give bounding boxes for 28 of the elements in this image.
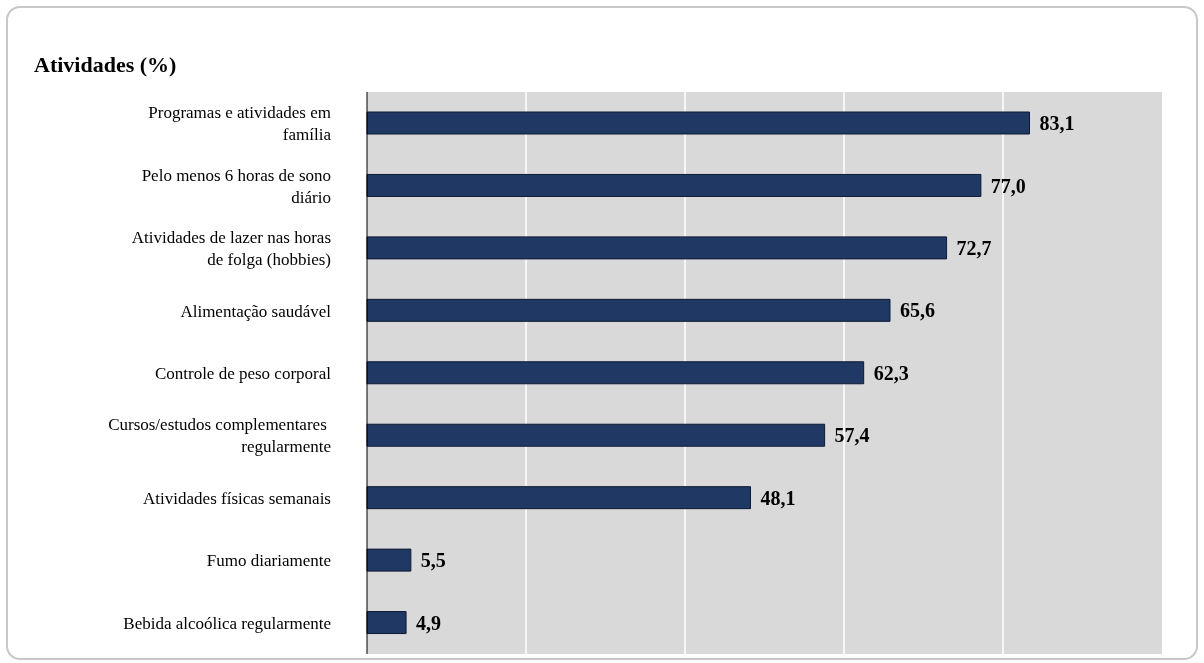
bar xyxy=(366,236,948,260)
bar xyxy=(366,423,826,447)
data-label: 65,6 xyxy=(899,299,935,322)
y-tick-label: Pelo menos 6 horas de sono diário xyxy=(141,165,331,207)
bar xyxy=(366,298,891,322)
y-tick-label: Controle de peso corporal xyxy=(154,363,332,383)
bar xyxy=(366,548,412,572)
y-tick-label: Atividades de lazer nas horas de folga (hobbies) xyxy=(131,227,331,269)
data-label: 48,1 xyxy=(760,486,796,509)
data-label: 5,5 xyxy=(420,549,446,572)
y-tick-label: Bebida alcoólica regularmente xyxy=(123,613,331,633)
bar xyxy=(366,361,865,385)
y-tick-label: Fumo diariamente xyxy=(206,550,331,570)
y-tick-label: Atividades físicas semanais xyxy=(143,488,331,508)
text: Atividades (%) xyxy=(34,52,177,78)
data-label: 77,0 xyxy=(990,174,1026,197)
y-tick-label: Programas e atividades em família xyxy=(148,102,332,144)
data-label: 83,1 xyxy=(1039,112,1075,135)
bar xyxy=(366,611,407,635)
bar xyxy=(366,173,982,197)
data-label: 72,7 xyxy=(956,236,992,259)
y-tick-label: Cursos/estudos complementares regularmente xyxy=(108,414,331,456)
bar xyxy=(366,111,1030,135)
bar xyxy=(366,486,751,510)
data-label: 4,9 xyxy=(416,611,442,634)
data-label: 57,4 xyxy=(834,424,870,447)
data-label: 62,3 xyxy=(873,361,909,384)
y-tick-label: Alimentação saudável xyxy=(180,301,332,321)
